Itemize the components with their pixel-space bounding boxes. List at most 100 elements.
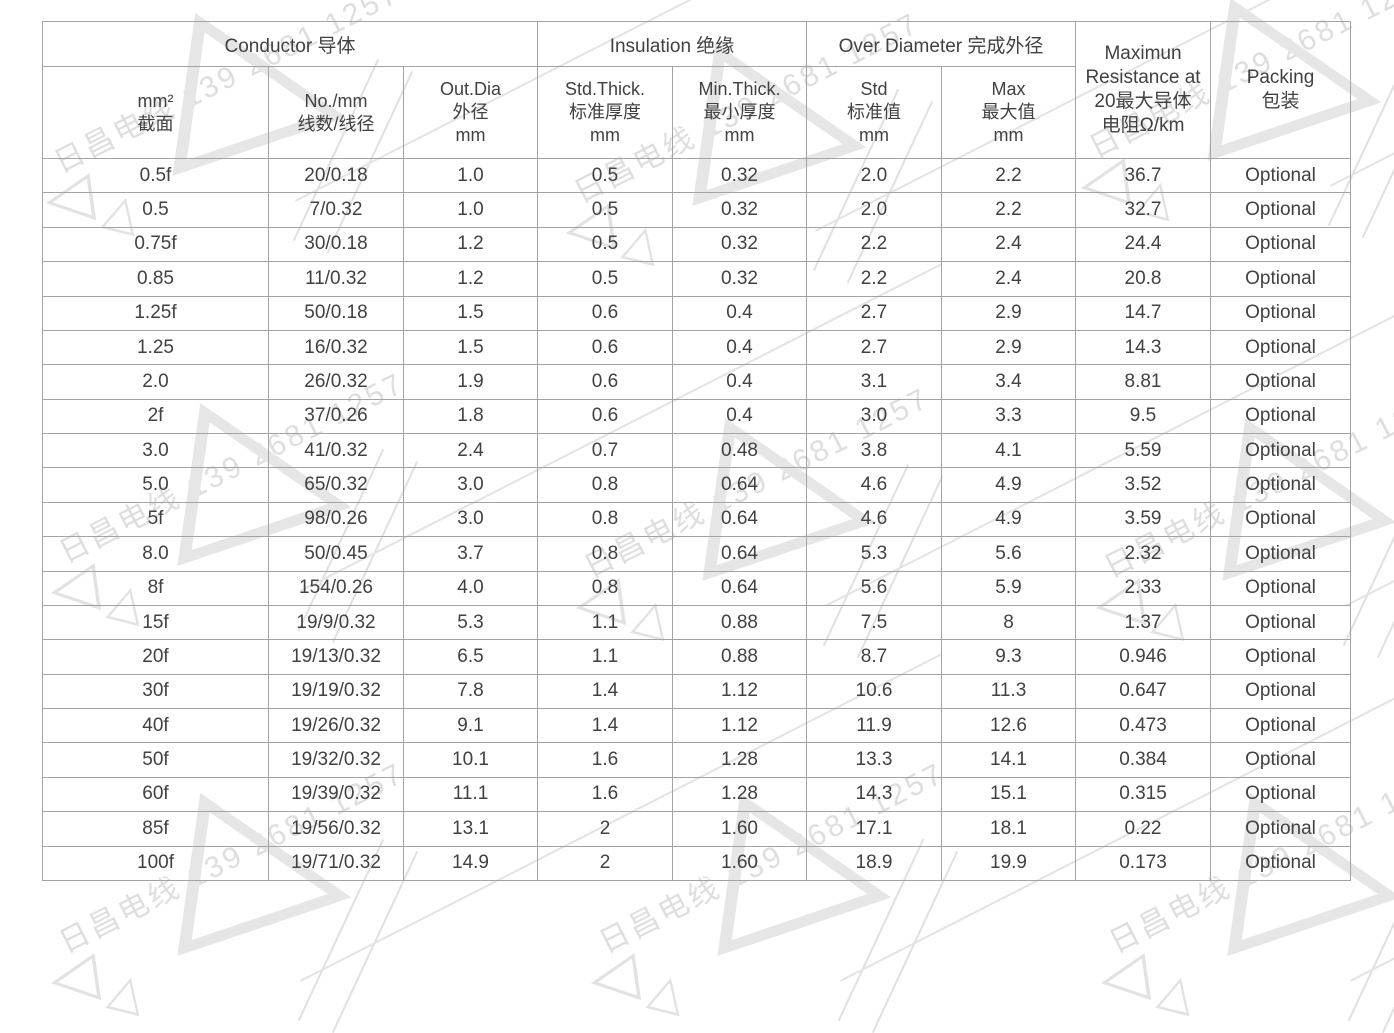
table-row: 0.85 11/0.32 1.2 0.5 0.32 2.2 2.4 20.8 Optional — [42, 261, 1351, 297]
table-cell: 7.5 — [806, 604, 942, 641]
table-cell: 20f — [42, 639, 269, 675]
column-header-od-std: Std 标准值 mm — [806, 66, 942, 159]
table-cell: 0.8 — [537, 467, 673, 503]
table-cell: 24.4 — [1075, 226, 1211, 263]
table-cell: 1.1 — [537, 639, 673, 675]
table-cell: 2.4 — [941, 261, 1076, 297]
table-cell: Optional — [1210, 673, 1351, 710]
table-cell: 5f — [42, 501, 269, 538]
table-cell: 1.12 — [672, 707, 807, 744]
table-cell: 100f — [42, 845, 269, 881]
table-cell: 1.28 — [672, 742, 807, 778]
table-cell: 0.6 — [537, 329, 673, 366]
table-cell: Optional — [1210, 536, 1351, 572]
table-cell: 8.7 — [806, 639, 942, 675]
table-cell: 1.28 — [672, 776, 807, 813]
table-cell: Optional — [1210, 295, 1351, 331]
table-cell: 0.5 — [537, 192, 673, 228]
table-cell: Optional — [1210, 192, 1351, 228]
table-cell: 0.8 — [537, 501, 673, 538]
table-cell: 20/0.18 — [268, 157, 404, 194]
table-cell: 30f — [42, 673, 269, 710]
table-cell: 2.2 — [941, 157, 1076, 194]
table-cell: 3.8 — [806, 432, 942, 469]
table-cell: Optional — [1210, 157, 1351, 194]
table-cell: 19/56/0.32 — [268, 811, 404, 847]
table-cell: 9.1 — [403, 707, 538, 744]
triangle-up-icon: △ — [104, 961, 152, 1021]
table-cell: 19/71/0.32 — [268, 845, 404, 881]
table-cell: 8 — [941, 604, 1076, 641]
table-cell: 0.5 — [537, 157, 673, 194]
table-cell: 14.9 — [403, 845, 538, 881]
watermark-slash — [1376, 475, 1394, 659]
table-row: 40f 19/26/0.32 9.1 1.4 1.12 11.9 12.6 0.473 Opti… — [42, 707, 1351, 744]
table-cell: 5.6 — [806, 570, 942, 606]
table-row: 8.0 50/0.45 3.7 0.8 0.64 5.3 5.6 2.32 Optional — [42, 536, 1351, 572]
table-cell: 1.37 — [1075, 604, 1211, 641]
table-cell: 2f — [42, 398, 269, 435]
table-cell: 0.8 — [537, 536, 673, 572]
table-cell: 17.1 — [806, 811, 942, 847]
table-row: 60f 19/39/0.32 11.1 1.6 1.28 14.3 15.1 0.315 Opt… — [42, 776, 1351, 813]
table-cell: 1.60 — [672, 845, 807, 881]
table-cell: Optional — [1210, 707, 1351, 744]
table-cell: 3.3 — [941, 398, 1076, 435]
table-cell: 0.75f — [42, 226, 269, 263]
table-row: 5f 98/0.26 3.0 0.8 0.64 4.6 4.9 3.59 Optional — [42, 501, 1351, 538]
table-row: 1.25 16/0.32 1.5 0.6 0.4 2.7 2.9 14.3 Optional — [42, 329, 1351, 366]
triangle-left-icon: ◁ — [585, 938, 643, 1013]
table-cell: 4.6 — [806, 501, 942, 538]
table-cell: 19/19/0.32 — [268, 673, 404, 710]
table-cell: 0.64 — [672, 501, 807, 538]
table-cell: 40f — [42, 707, 269, 744]
table-cell: Optional — [1210, 845, 1351, 881]
table-cell: 3.52 — [1075, 467, 1211, 503]
table-cell: 4.9 — [941, 501, 1076, 538]
table-row: 15f 19/9/0.32 5.3 1.1 0.88 7.5 8 1.37 Optional — [42, 604, 1351, 641]
table-row: 2f 37/0.26 1.8 0.6 0.4 3.0 3.3 9.5 Optional — [42, 398, 1351, 435]
table-cell: 2.4 — [403, 432, 538, 469]
table-cell: 3.7 — [403, 536, 538, 572]
column-header-min-thick: Min.Thick. 最小厚度 mm — [672, 66, 807, 159]
spec-table-body: 0.5f 20/0.18 1.0 0.5 0.32 2.0 2.2 36.7 Optional 0… — [42, 157, 1351, 881]
group-header-row: Conductor 导体 Insulation 绝缘 Over Diameter… — [42, 21, 1351, 159]
table-cell: 0.22 — [1075, 811, 1211, 847]
table-cell: 7/0.32 — [268, 192, 404, 228]
column-header-resistance: Maximun Resistance at 20最大导体 电阻Ω/km — [1075, 21, 1211, 159]
group-header-insulation: Insulation 绝缘 — [537, 21, 807, 67]
column-header-out-dia: Out.Dia 外径 mm — [403, 66, 538, 159]
table-cell: 37/0.26 — [268, 398, 404, 435]
table-row: 50f 19/32/0.32 10.1 1.6 1.28 13.3 14.1 0.384 Opt… — [42, 742, 1351, 778]
table-cell: 2.0 — [806, 192, 942, 228]
table-cell: 0.85 — [42, 261, 269, 297]
table-cell: 3.0 — [42, 432, 269, 469]
table-cell: 2 — [537, 845, 673, 881]
table-cell: 0.6 — [537, 398, 673, 435]
watermark-slash — [1347, 838, 1394, 1022]
table-cell: 19/9/0.32 — [268, 604, 404, 641]
table-cell: 18.9 — [806, 845, 942, 881]
table-cell: 1.8 — [403, 398, 538, 435]
table-row: 8f 154/0.26 4.0 0.8 0.64 5.6 5.9 2.33 Optional — [42, 570, 1351, 606]
table-cell: 19/26/0.32 — [268, 707, 404, 744]
table-cell: 16/0.32 — [268, 329, 404, 366]
table-cell: 0.32 — [672, 192, 807, 228]
table-cell: 3.59 — [1075, 501, 1211, 538]
table-cell: 1.12 — [672, 673, 807, 710]
table-cell: 2.9 — [941, 329, 1076, 366]
table-cell: 19/13/0.32 — [268, 639, 404, 675]
table-cell: 1.4 — [537, 707, 673, 744]
table-cell: 2.33 — [1075, 570, 1211, 606]
table-cell: 0.173 — [1075, 845, 1211, 881]
table-cell: 98/0.26 — [268, 501, 404, 538]
cable-spec-table: Conductor 导体 Insulation 绝缘 Over Diameter… — [42, 21, 1351, 881]
table-cell: 2.0 — [806, 157, 942, 194]
table-cell: 1.0 — [403, 192, 538, 228]
table-cell: 1.9 — [403, 364, 538, 400]
table-cell: 0.315 — [1075, 776, 1211, 813]
table-cell: 0.6 — [537, 364, 673, 400]
table-cell: 2.7 — [806, 329, 942, 366]
table-cell: Optional — [1210, 364, 1351, 400]
table-cell: 5.59 — [1075, 432, 1211, 469]
